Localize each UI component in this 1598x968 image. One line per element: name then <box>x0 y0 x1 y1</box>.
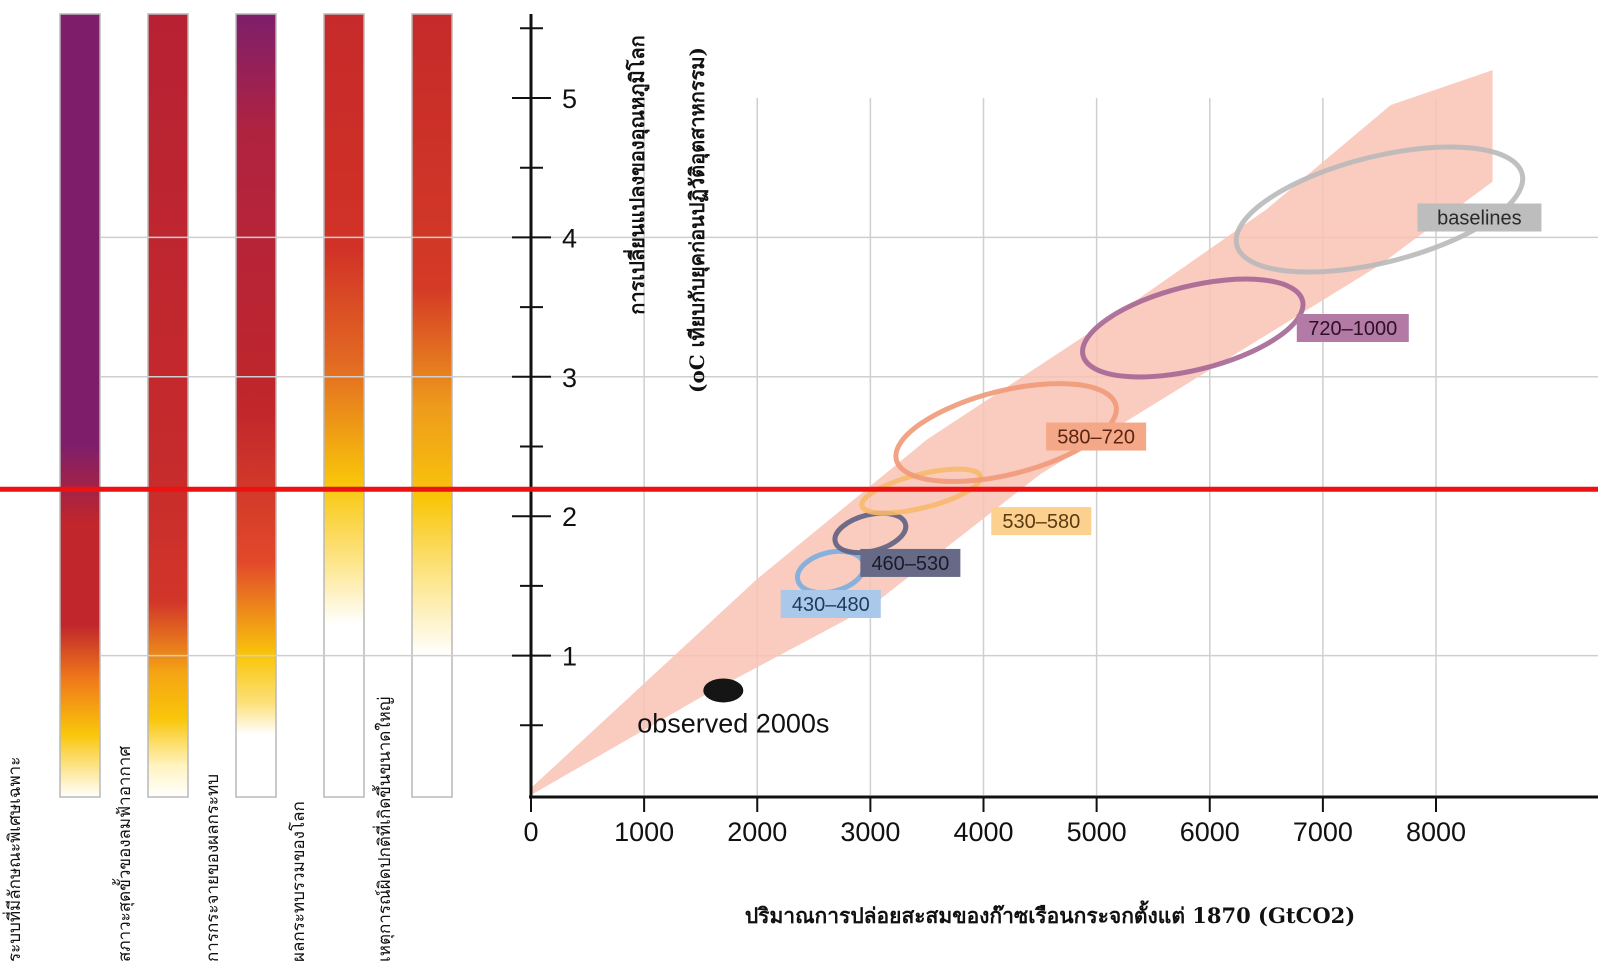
x-tick-label-7000: 7000 <box>1293 817 1353 847</box>
scenario-label-bg-430–480 <box>780 589 881 618</box>
uncertainty-band-area <box>531 70 1493 796</box>
y-tick-label-4: 4 <box>562 223 577 253</box>
scenario-label-baselines: baselines <box>1437 208 1522 230</box>
x-tick-label-6000: 6000 <box>1180 817 1240 847</box>
scenario-ellipse-baselines <box>1233 144 1526 275</box>
scenario-label-bg-460–530 <box>860 548 961 577</box>
y-tick-label-3: 3 <box>562 363 577 393</box>
x-tick-label-4000: 4000 <box>953 817 1013 847</box>
scenario-label-530–580: 530–580 <box>1002 511 1080 533</box>
scenario-label-580–720: 580–720 <box>1057 427 1135 449</box>
x-tick-label-5000: 5000 <box>1067 817 1127 847</box>
y-tick-label-1: 1 <box>562 642 577 672</box>
risk-bar-5 <box>411 13 453 798</box>
risk-bar-3 <box>235 13 277 798</box>
scenario-label-bg-720–1000 <box>1296 314 1409 343</box>
scenario-label-bg-580–720 <box>1046 422 1147 451</box>
y-axis-title-line1: การเปลี่ยนแปลงของอุณหภูมิโลก <box>625 35 649 315</box>
risk-bar-4 <box>323 13 365 798</box>
y-tick-label-5: 5 <box>562 84 577 114</box>
x-tick-label-3000: 3000 <box>840 817 900 847</box>
scenario-label-430–480: 430–480 <box>792 594 870 616</box>
scenario-label-460–530: 460–530 <box>871 553 949 575</box>
scenario-label-720–1000: 720–1000 <box>1308 318 1397 340</box>
scenario-label-bg-530–580 <box>991 507 1092 536</box>
x-axis-title: ปริมาณการปล่อยสะสมของก๊าซเรือนกระจกตั้งแ… <box>744 903 1356 928</box>
axes: 1 2 3 4 5 0 1000 2000 3000 4000 5000 6000 7000 8000 ob… <box>512 14 1598 847</box>
risk-bars <box>59 13 453 798</box>
observed-point <box>703 678 744 703</box>
risk-bar-1 <box>59 13 101 798</box>
scenario-ellipses <box>795 144 1526 596</box>
y-axis-title-line2: (oC เทียบกับยุคก่อนปฏิวัติอุตสาหกรรม) <box>685 47 709 394</box>
observed-label: observed 2000s <box>637 708 829 738</box>
x-tick-label-8000: 8000 <box>1406 817 1466 847</box>
x-tick-label-1000: 1000 <box>614 817 674 847</box>
scenario-ellipse-580–720 <box>893 381 1119 485</box>
y-tick-label-2: 2 <box>562 502 577 532</box>
x-tick-label-0: 0 <box>523 817 538 847</box>
scenario-ellipse-720–1000 <box>1080 276 1306 380</box>
uncertainty-band <box>531 70 1493 796</box>
risk-bar-2 <box>147 13 189 798</box>
x-tick-label-2000: 2000 <box>727 817 787 847</box>
scenario-label-bg-baselines <box>1417 203 1542 232</box>
